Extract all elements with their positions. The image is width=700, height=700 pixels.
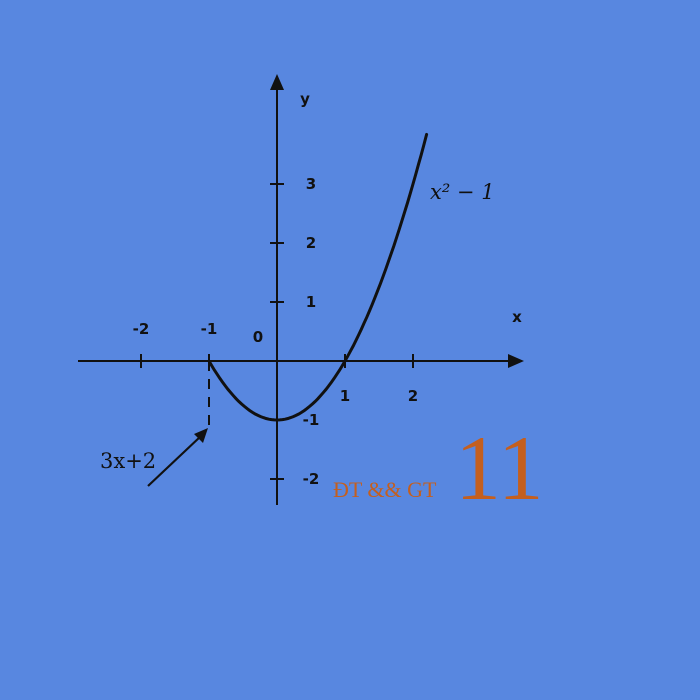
x-tick-label: -1 — [201, 320, 218, 338]
y-axis-label: y — [300, 90, 310, 108]
x-tick-label: -2 — [133, 320, 150, 338]
x-tick-label: 2 — [408, 387, 418, 405]
x-axis-arrowhead — [508, 354, 524, 368]
y-axis-arrowhead — [270, 74, 284, 90]
series-line-x-squared-minus-1 — [207, 132, 429, 422]
x-tick-label: 1 — [340, 387, 350, 405]
axes — [78, 74, 524, 505]
y-tick-label: 1 — [306, 293, 316, 311]
y-tick-label: -1 — [303, 411, 320, 429]
annotation-arrowhead — [194, 428, 208, 443]
y-tick-label: 3 — [306, 175, 316, 193]
x-axis-label: x — [512, 308, 522, 326]
y-tick-label: -2 — [303, 470, 320, 488]
brand-big-number: 11 — [455, 417, 544, 519]
annotation-label: 3x+2 — [100, 449, 156, 473]
y-tick-label: 2 — [306, 234, 316, 252]
curve-label: x² − 1 — [430, 180, 495, 204]
ticks: -2 -1 1 2 3 2 1 -1 -2 — [133, 175, 419, 488]
annotation-arrow — [147, 435, 202, 487]
origin-label: 0 — [253, 328, 263, 346]
brand-small-text: ĐT && GT — [333, 477, 437, 502]
